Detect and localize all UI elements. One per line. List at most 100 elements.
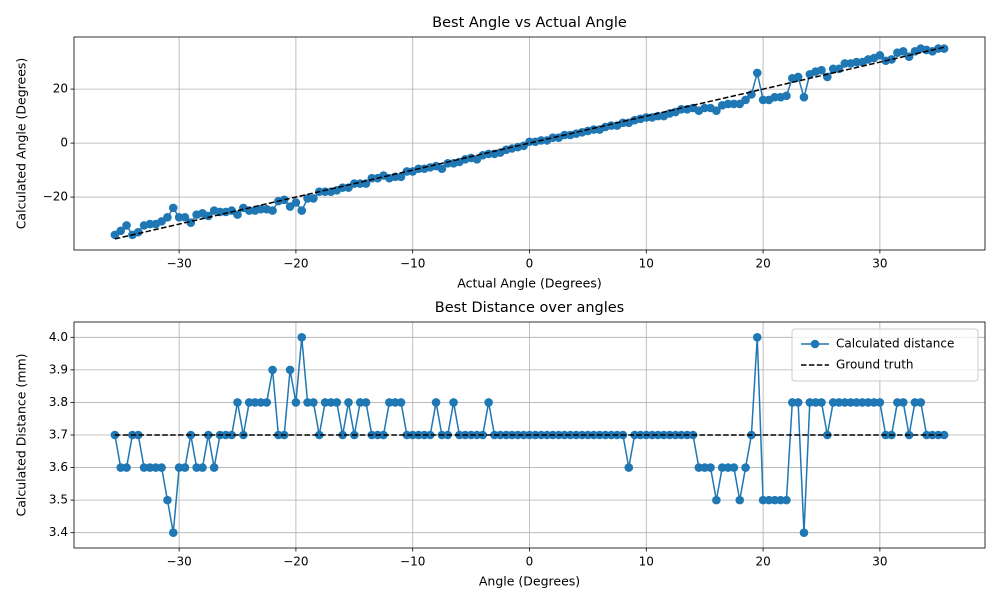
data-point — [793, 398, 803, 407]
legend-label: Ground truth — [836, 358, 914, 372]
data-point — [712, 495, 721, 505]
y-tick-label: 3.9 — [49, 362, 68, 376]
legend-box — [791, 328, 979, 382]
data-point — [297, 333, 307, 342]
data-point — [198, 463, 207, 472]
y-tick-label: 3.7 — [49, 428, 68, 442]
data-point — [484, 398, 493, 407]
data-point — [741, 95, 750, 105]
x-tick-label: −10 — [400, 555, 425, 569]
data-point — [285, 365, 295, 375]
y-tick-label: −20 — [43, 190, 68, 204]
x-tick-label: −20 — [283, 257, 308, 271]
data-point — [916, 398, 926, 407]
chart-title: Best Distance over angles — [435, 300, 624, 316]
data-point — [122, 463, 131, 472]
data-point — [782, 91, 791, 101]
data-point — [396, 398, 406, 407]
data-point — [939, 44, 949, 53]
data-point — [157, 463, 166, 472]
data-point — [437, 164, 447, 174]
x-tick-label: 20 — [755, 257, 770, 271]
data-point — [122, 221, 131, 230]
data-point — [268, 365, 277, 375]
x-axis-label: Actual Angle (Degrees) — [457, 276, 601, 291]
data-point — [338, 430, 347, 440]
x-tick-label: 30 — [872, 257, 887, 271]
legend-label: Calculated distance — [836, 337, 954, 351]
data-point — [875, 398, 885, 407]
data-point — [939, 430, 949, 440]
x-tick-label: 0 — [526, 555, 534, 569]
data-point — [624, 463, 634, 472]
y-tick-label: 4.0 — [49, 330, 68, 344]
data-point — [309, 194, 318, 203]
x-tick-label: −10 — [400, 257, 425, 271]
data-point — [168, 528, 178, 537]
data-point — [875, 51, 885, 60]
x-axis-label: Angle (Degrees) — [479, 574, 580, 589]
x-tick-label: −30 — [166, 555, 191, 569]
y-tick-label: 3.8 — [49, 395, 68, 409]
data-point — [361, 398, 371, 407]
data-point — [817, 65, 826, 75]
data-point — [741, 463, 750, 472]
y-tick-label: 3.6 — [49, 460, 68, 474]
data-point — [168, 203, 178, 213]
x-tick-label: −30 — [166, 257, 191, 271]
data-point — [163, 495, 172, 505]
data-point — [291, 398, 301, 407]
data-point — [752, 333, 762, 342]
data-point — [752, 68, 762, 78]
x-tick-label: 10 — [639, 555, 654, 569]
data-point — [332, 398, 342, 407]
y-tick-label: 3.5 — [49, 493, 68, 507]
data-point — [898, 398, 908, 407]
y-axis-label: Calculated Angle (Degrees) — [14, 58, 29, 230]
data-point — [431, 398, 441, 407]
plot-frame — [73, 321, 986, 549]
data-point — [817, 398, 826, 407]
data-point — [204, 430, 213, 440]
data-point — [133, 430, 143, 440]
data-point — [898, 47, 908, 56]
legend-marker — [810, 339, 820, 349]
data-point — [712, 106, 721, 115]
data-point — [793, 72, 803, 82]
data-point — [425, 430, 435, 440]
data-point — [268, 206, 277, 215]
data-point — [180, 213, 190, 222]
data-point — [133, 227, 143, 237]
plot-frame — [73, 36, 986, 251]
x-tick-label: 0 — [526, 257, 534, 271]
data-point — [887, 55, 896, 64]
data-point — [706, 463, 715, 472]
data-point — [116, 226, 126, 236]
data-point — [799, 92, 809, 102]
y-tick-label: 0 — [60, 136, 68, 150]
y-axis-label: Calculated Distance (mm) — [14, 353, 29, 516]
data-point — [204, 211, 213, 221]
data-point — [449, 398, 458, 407]
data-point — [396, 172, 406, 182]
x-tick-label: 10 — [639, 257, 654, 271]
data-point — [163, 213, 172, 222]
data-point — [309, 398, 318, 407]
data-point — [799, 528, 809, 537]
data-point — [262, 398, 272, 407]
data-point — [209, 463, 219, 472]
x-tick-label: 20 — [755, 555, 770, 569]
x-tick-label: −20 — [283, 555, 308, 569]
data-point — [314, 430, 324, 440]
data-point — [233, 210, 242, 219]
data-point — [180, 463, 190, 472]
data-point — [291, 198, 301, 207]
data-point — [729, 463, 739, 472]
data-point — [735, 495, 745, 505]
y-tick-label: 20 — [53, 82, 68, 96]
data-point — [782, 495, 791, 505]
data-point — [297, 206, 307, 215]
y-tick-label: 3.4 — [49, 525, 68, 539]
data-point — [227, 430, 236, 440]
